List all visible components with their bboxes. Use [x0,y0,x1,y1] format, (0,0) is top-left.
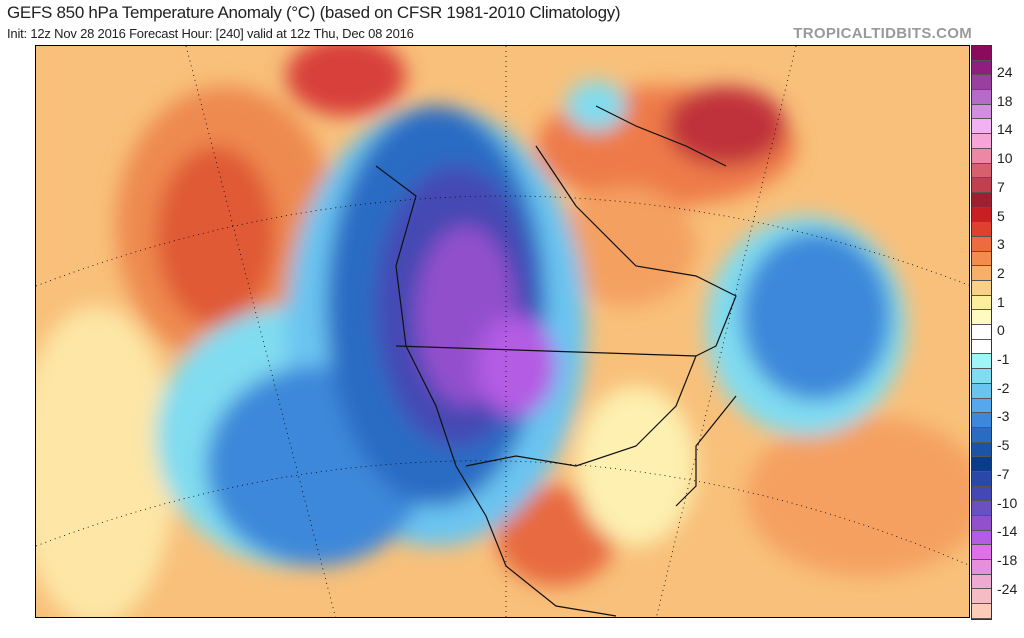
colorbar-label: 0 [997,322,1005,339]
colorbar-segment [972,119,991,135]
colorbar-segment [972,413,991,428]
colorbar-label: 1 [997,293,1005,310]
colorbar-segment [972,427,991,443]
colorbar-segment [972,192,991,208]
colorbar-label: -24 [997,580,1018,597]
colorbar-segment [972,589,991,605]
colorbar-segment [972,545,991,561]
colorbar-segment [972,295,991,311]
colorbar-label: 24 [997,64,1013,80]
brand-watermark: TROPICALTIDBITS.COM [793,25,972,42]
colorbar-label: -2 [997,379,1010,396]
colorbar-label: 3 [997,236,1005,253]
colorbar-segment [972,266,991,281]
colorbar-segment [972,398,991,414]
colorbar-segment [972,369,991,384]
colorbar-segment [972,574,991,590]
colorbar-label: -5 [997,437,1010,454]
colorbar-segment [972,163,991,179]
colorbar-label: -18 [997,551,1018,568]
colorbar-segment [972,457,991,472]
colorbar [971,45,992,620]
colorbar-label: 14 [997,121,1013,138]
colorbar-segment [972,354,991,370]
map-canvas [36,46,969,617]
colorbar-label: -7 [997,465,1010,482]
colorbar-segment [972,310,991,326]
colorbar-segment [972,134,991,149]
colorbar-label: 5 [997,207,1005,224]
colorbar-segment [972,251,991,267]
colorbar-segment [972,383,991,399]
colorbar-label: 2 [997,264,1005,281]
colorbar-segment [972,501,991,516]
colorbar-label: 7 [997,178,1005,195]
colorbar-segment [972,46,991,61]
colorbar-segment [972,60,991,76]
colorbar-segment [972,148,991,164]
colorbar-segment [972,236,991,252]
colorbar-segment [972,281,991,296]
colorbar-segment [972,471,991,487]
map-title: GEFS 850 hPa Temperature Anomaly (°C) (b… [7,3,621,22]
coastlines [375,105,737,617]
anomaly-field [36,46,969,617]
colorbar-label: 10 [997,150,1013,167]
colorbar-segment [972,339,991,355]
colorbar-label: 18 [997,92,1013,109]
graticule [36,46,969,617]
colorbar-segment [972,90,991,105]
colorbar-segment [972,442,991,458]
colorbar-segment [972,516,991,531]
colorbar-segment [972,604,991,619]
colorbar-label: -3 [997,408,1010,425]
colorbar-label: -10 [997,494,1018,511]
map-subtitle: Init: 12z Nov 28 2016 Forecast Hour: [24… [7,26,414,41]
colorbar-segment [972,560,991,575]
colorbar-segment [972,75,991,91]
colorbar-segment [972,178,991,193]
temperature-anomaly-map [35,45,970,618]
colorbar-segment [972,530,991,546]
colorbar-label: -14 [997,523,1018,540]
colorbar-segment [972,325,991,340]
colorbar-segment [972,207,991,223]
colorbar-segment [972,486,991,502]
colorbar-label: -1 [997,351,1010,367]
colorbar-segment [972,104,991,120]
colorbar-segment [972,222,991,237]
